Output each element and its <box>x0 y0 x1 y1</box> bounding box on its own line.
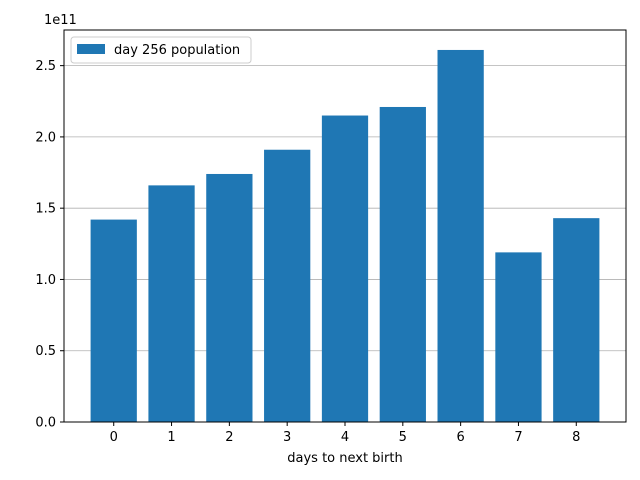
x-tick-label: 2 <box>225 430 233 445</box>
y-axis-ticks: 0.0 0.5 1.0 1.5 2.0 2.5 <box>35 59 64 431</box>
bar <box>148 185 195 422</box>
y-tick-label: 2.5 <box>35 59 56 74</box>
y-tick-label: 1.5 <box>35 202 56 217</box>
x-tick-label: 4 <box>341 430 349 445</box>
legend-box <box>70 36 252 64</box>
x-tick-label: 1 <box>167 430 175 445</box>
y-tick-label: 0.0 <box>35 416 56 431</box>
x-tick-label: 8 <box>572 430 580 445</box>
legend: day 256 population <box>70 36 252 64</box>
x-tick-label: 5 <box>399 430 407 445</box>
bar <box>495 252 542 422</box>
y-offset-label: 1e11 <box>44 13 77 28</box>
bar <box>321 115 369 422</box>
x-tick-label: 7 <box>514 430 522 445</box>
bars <box>90 49 600 423</box>
legend-swatch <box>77 44 105 54</box>
bar <box>90 219 137 422</box>
bar <box>379 106 426 422</box>
x-tick-label: 0 <box>110 430 118 445</box>
x-axis-label: days to next birth <box>287 451 402 466</box>
x-tick-label: 3 <box>283 430 291 445</box>
y-tick-label: 2.0 <box>35 130 56 145</box>
bar <box>264 149 311 423</box>
bar <box>553 218 600 422</box>
x-axis-ticks: 0 1 2 3 4 5 6 7 8 <box>110 422 580 445</box>
y-tick-label: 0.5 <box>35 344 56 359</box>
y-tick-label: 1.0 <box>35 273 56 288</box>
x-tick-label: 6 <box>456 430 464 445</box>
bar <box>206 173 253 422</box>
legend-entry-label: day 256 population <box>114 43 240 58</box>
bar <box>437 49 484 423</box>
